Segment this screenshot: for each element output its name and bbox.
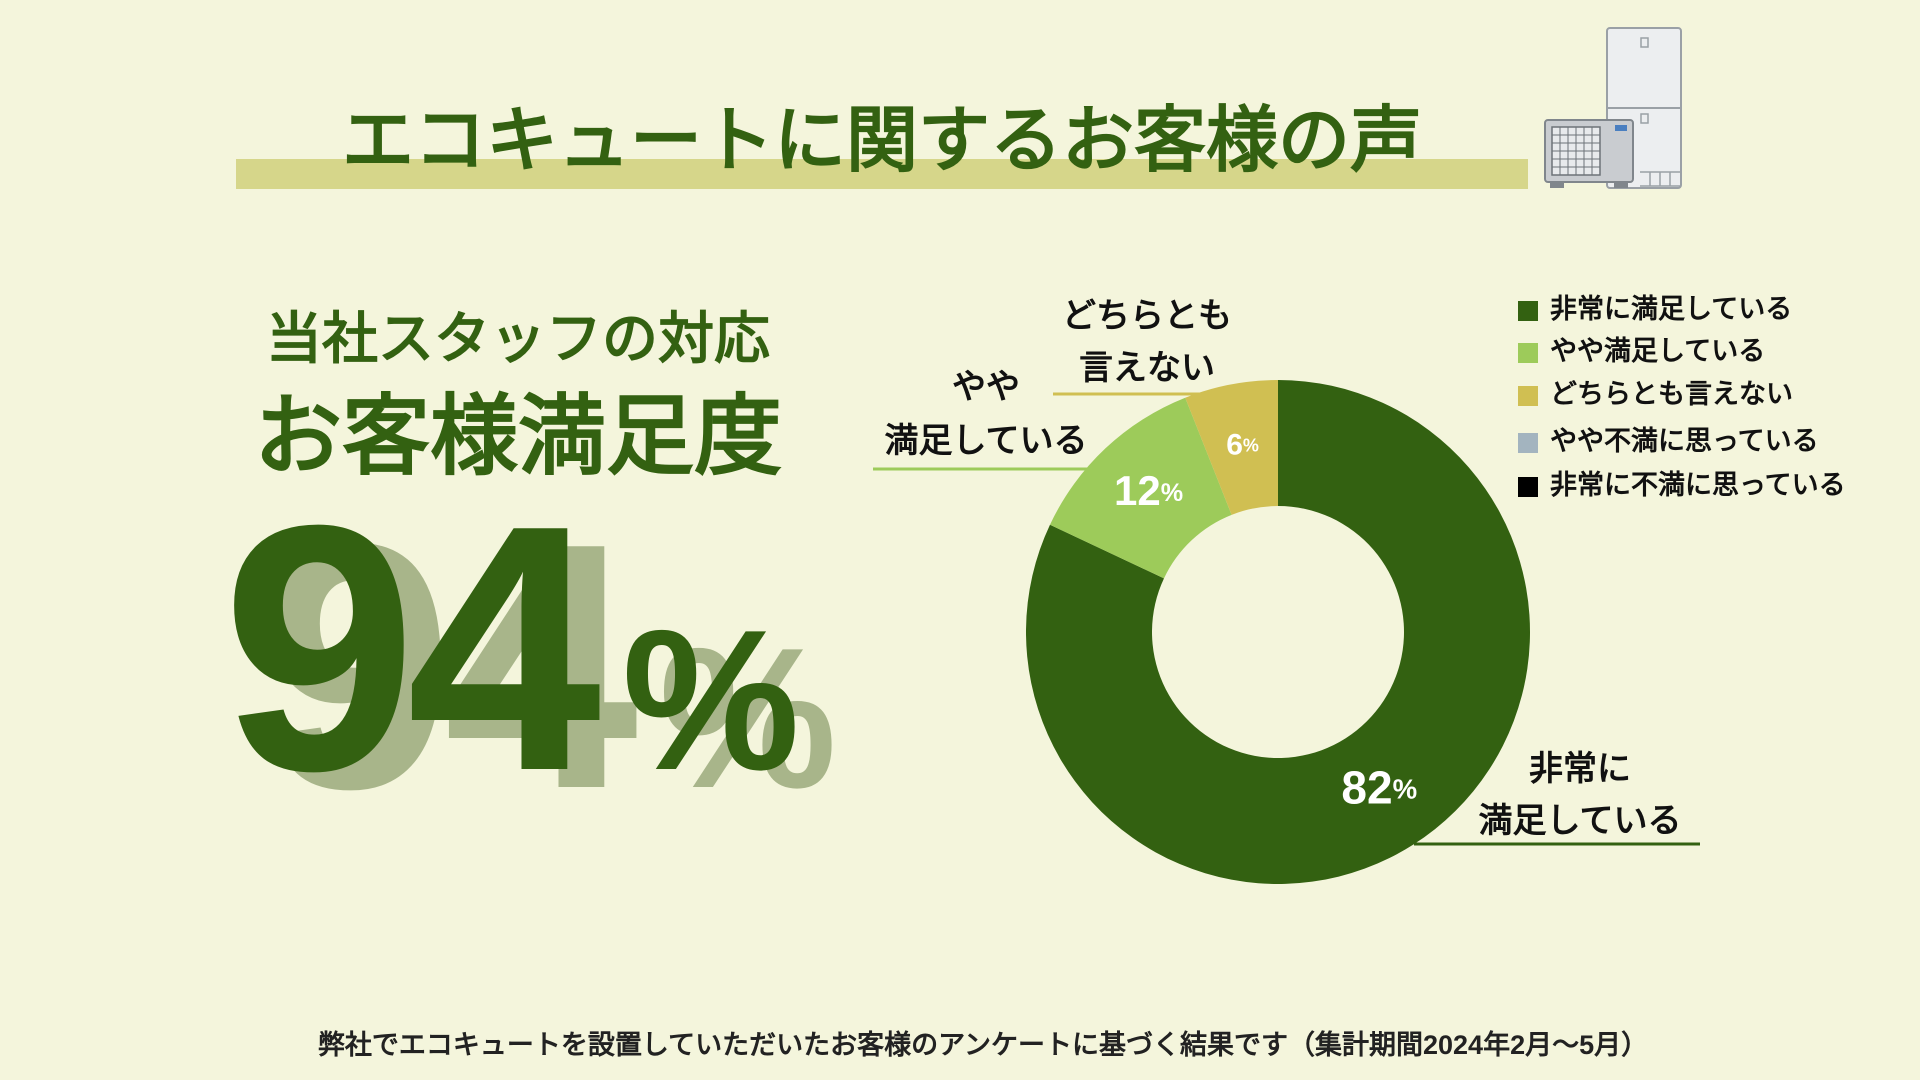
legend-label: 非常に満足している [1550, 294, 1792, 324]
value-label: 82% [1341, 762, 1417, 814]
figure-unit-shadow: % [659, 607, 837, 830]
donut-slice [1026, 380, 1531, 885]
callout-label: 非常に [1529, 750, 1631, 788]
donut-slice [1185, 380, 1278, 515]
value-label: 12% [1114, 467, 1183, 514]
donut-slice [1049, 397, 1232, 579]
headline-subtitle: 当社スタッフの対応 [266, 307, 770, 370]
legend-swatch [1518, 301, 1538, 321]
callout-label: 満足している [1479, 802, 1682, 840]
callout-label: 言えない [1079, 349, 1215, 387]
legend-label: 非常に不満に思っている [1550, 470, 1846, 500]
legend-swatch [1518, 386, 1538, 406]
figure-shadow: 94 % [259, 471, 837, 862]
value-label: 6% [1226, 428, 1259, 461]
title-underline [236, 159, 1528, 189]
figure-unit: % [622, 589, 800, 812]
legend-swatch [1518, 433, 1538, 453]
headline-title: お客様満足度 [254, 386, 782, 485]
callout-label: 満足している [885, 422, 1088, 460]
footer-note: 弊社でエコキュートを設置していただいたお客様のアンケートに基づく結果です（集計期… [318, 1029, 1648, 1060]
figure-number-shadow: 94 [259, 471, 641, 862]
callout-label: どちらとも [1062, 297, 1232, 335]
legend-label: どちらとも言えない [1550, 379, 1793, 409]
legend-swatch [1518, 343, 1538, 363]
legend-label: やや満足している [1550, 336, 1765, 366]
callout-label: やや [952, 368, 1020, 406]
donut-chart: 82%12%6%非常に満足しているやや満足しているどちらとも言えない非常に満足し… [873, 294, 1846, 885]
legend-swatch [1518, 477, 1538, 497]
page-title: エコキュートに関するお客様の声 [342, 101, 1422, 181]
figure-number: 94 [222, 453, 604, 844]
legend-label: やや不満に思っている [1550, 426, 1819, 456]
appliance-icon [1544, 27, 1682, 189]
